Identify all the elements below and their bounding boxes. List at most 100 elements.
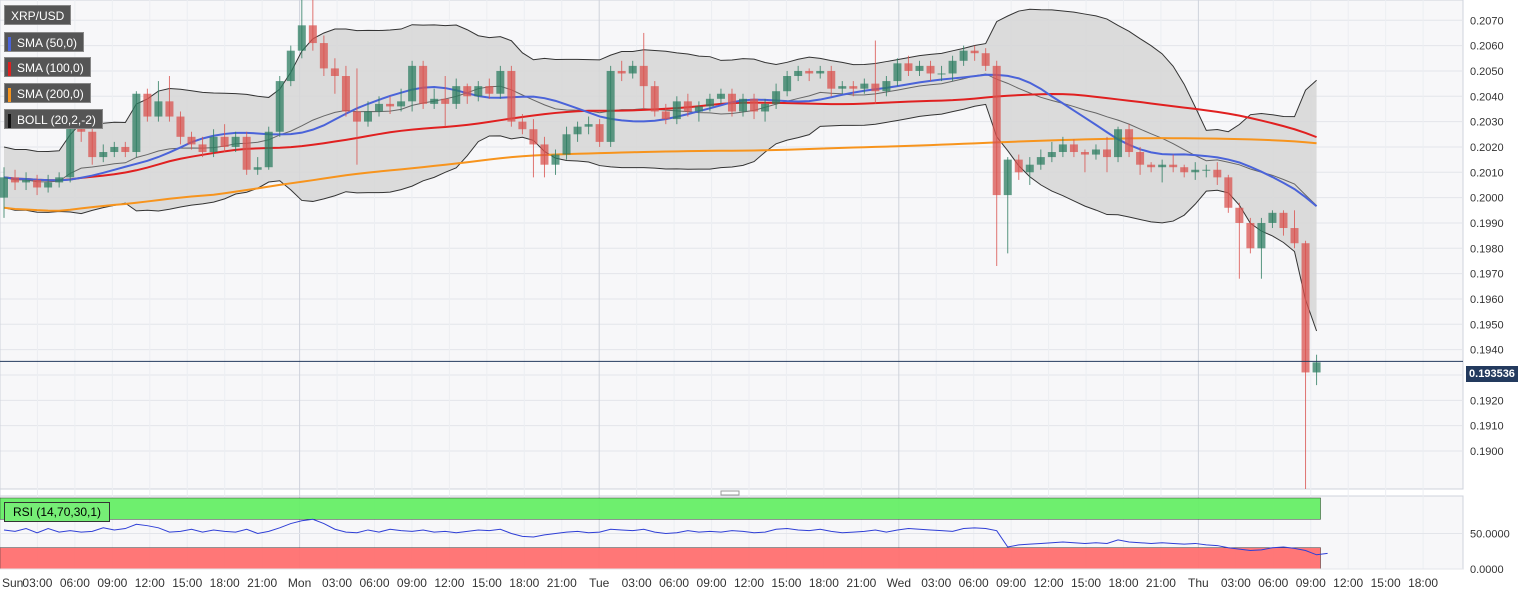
candle-body [1312,362,1321,373]
candle-body [926,65,935,74]
current-price-badge: 0.193536 [1466,366,1518,382]
candle-body [1169,164,1178,168]
x-tick-label: 12:00 [1034,576,1064,590]
x-tick-label: 18:00 [1108,576,1138,590]
candle-body [1091,149,1100,155]
candle-body [242,136,251,170]
legend-sma200[interactable]: SMA (200,0) [4,83,91,103]
y-tick-label: 0.1940 [1470,345,1504,357]
y-tick-label: 0.1960 [1470,294,1504,306]
candle-body [375,103,384,112]
candle-body [209,136,218,153]
x-tick-label: 03:00 [622,576,652,590]
candle-body [606,70,615,142]
legend-swatch [8,36,11,51]
x-tick-label: 15:00 [1371,576,1401,590]
candle-body [110,146,119,153]
candle-body [716,93,725,99]
y-tick-label: 0.2030 [1470,117,1504,129]
sma200-line [3,137,1317,212]
candle-body [1103,149,1111,158]
x-tick-label: 06:00 [359,576,389,590]
y-tick-label: 0.1980 [1470,243,1504,255]
legend-sma100[interactable]: SMA (100,0) [4,57,91,77]
x-tick-label: 21:00 [846,576,876,590]
candle-body [1180,167,1189,173]
legend-sma50[interactable]: SMA (50,0) [4,32,85,52]
candle-body [330,68,339,77]
candle-body [463,86,472,97]
rsi-legend-tag[interactable]: RSI (14,70,30,1) [4,502,111,522]
candle-body [33,179,42,188]
x-tick-label: 15:00 [771,576,801,590]
candle-body [694,106,703,112]
y-tick-label: 0.2050 [1470,66,1504,78]
x-tick-label: 18:00 [1408,576,1438,590]
x-tick-label: 18:00 [210,576,240,590]
candle-body [860,83,869,89]
x-tick-label: 09:00 [697,576,727,590]
candle-body [827,70,836,89]
candle-body [154,101,163,117]
candle-body [419,65,428,104]
symbol-tag[interactable]: XRP/USD [4,5,72,25]
candle-body [452,86,461,104]
x-tick-label: Wed [887,576,911,590]
candle-body [1047,152,1056,158]
candle-body [55,177,64,183]
legend-boll[interactable]: BOLL (20,2,-2) [4,109,103,129]
candle-body [650,86,659,112]
candle-body [794,70,803,77]
candle-body [1003,159,1012,196]
candle-body [253,167,262,170]
x-tick-label: 09:00 [97,576,127,590]
candle-body [165,101,174,117]
x-tick-label: 15:00 [1071,576,1101,590]
legend-swatch [8,87,11,102]
sma50-line [3,73,1318,208]
x-tick-label: Sun [2,576,23,590]
candle-body [430,98,439,104]
candle-body [341,76,350,112]
candle-body [22,179,31,183]
y-tick-label: 0.1990 [1470,218,1504,230]
symbol-label: XRP/USD [11,9,65,23]
candle-body [308,25,317,44]
candle-body [761,103,770,112]
x-tick-label: 09:00 [996,576,1026,590]
y-tick-label: 0.1970 [1470,269,1504,281]
candle-body [948,60,957,74]
candle-body [176,116,185,137]
candle-body [264,131,273,168]
x-tick-label: 18:00 [509,576,539,590]
x-tick-label: 12:00 [1333,576,1363,590]
x-tick-label: 06:00 [659,576,689,590]
candle-body [132,93,141,153]
candle-body [77,126,86,132]
candle-body [1213,169,1222,178]
candle-body [915,65,924,71]
legend-label: BOLL (20,2,-2) [17,113,96,127]
candle-body [871,83,880,92]
candle-body [750,98,759,112]
x-tick-label: Mon [288,576,311,590]
candle-body [1114,129,1123,158]
x-tick-label: 09:00 [1296,576,1326,590]
candle-body [1069,144,1078,153]
candle-body [1235,207,1244,223]
candle-body [1136,152,1145,165]
y-tick-label: 0.2070 [1470,15,1504,27]
bollinger-band-fill [4,9,1317,332]
x-tick-label: 09:00 [397,576,427,590]
candle-body [838,86,847,89]
candle-body [275,81,284,132]
candle-body [1125,129,1134,153]
candle-body [937,73,946,75]
candle-body [540,144,549,165]
x-tick-label: 21:00 [247,576,277,590]
candle-body [551,154,560,165]
rsi-y-tick-label: 0.0000 [1470,564,1504,576]
candle-body [783,76,792,92]
candle-body [286,50,295,82]
candle-body [297,25,306,51]
